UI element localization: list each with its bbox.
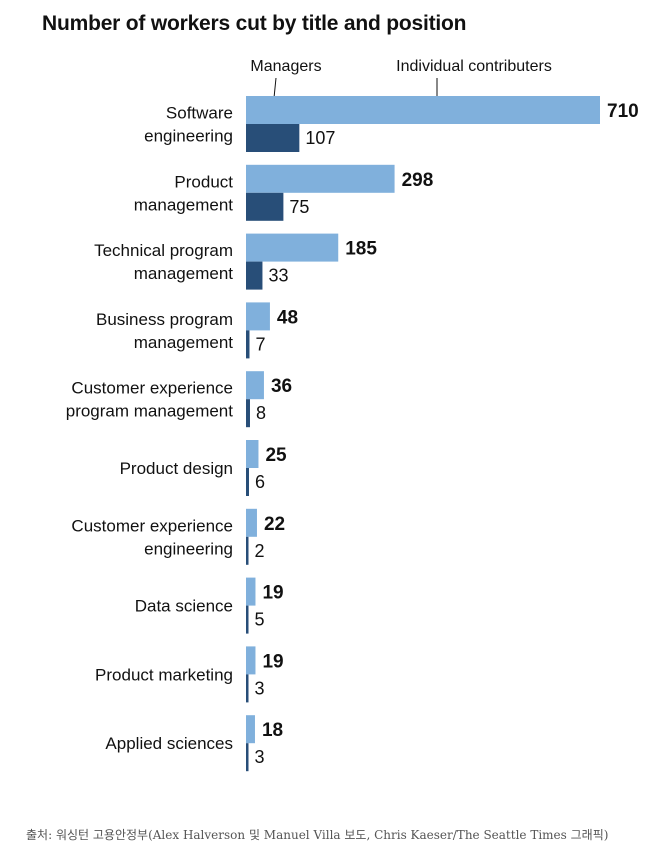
category-label: engineering <box>144 127 233 146</box>
bar-managers <box>246 605 249 634</box>
value-label-managers: 3 <box>255 747 265 767</box>
value-label-managers: 2 <box>255 541 265 561</box>
value-label-managers: 107 <box>305 128 335 148</box>
category-label: Data science <box>135 597 233 616</box>
bar-individual <box>246 715 255 744</box>
bar-individual <box>246 96 600 124</box>
category-label: engineering <box>144 539 233 558</box>
bar-individual <box>246 233 339 262</box>
bar-individual <box>246 302 270 331</box>
value-label-individual: 22 <box>264 514 285 535</box>
bar-individual <box>246 646 256 675</box>
bar-managers <box>246 124 300 152</box>
bar-group: 18 3 Applied sciences <box>105 715 283 772</box>
value-label-managers: 6 <box>255 472 265 492</box>
bar-individual <box>246 577 256 606</box>
bar-group: 19 3 Product marketing <box>95 646 284 703</box>
category-label: management <box>134 195 234 214</box>
category-label: management <box>134 264 234 283</box>
value-label-individual: 19 <box>262 583 283 604</box>
bar-managers <box>246 743 249 772</box>
value-label-individual: 185 <box>345 239 377 260</box>
bar-managers <box>246 330 250 359</box>
bar-group: 298 75 Product management <box>134 164 434 221</box>
bar-group: 185 33 Technical program management <box>94 233 377 290</box>
bar-individual <box>246 440 259 468</box>
category-label: Technical program <box>94 241 233 260</box>
value-label-managers: 33 <box>268 266 288 286</box>
category-label: Software <box>166 104 233 123</box>
value-label-individual: 710 <box>607 101 639 122</box>
value-label-managers: 8 <box>256 403 266 423</box>
category-label: Applied sciences <box>105 734 233 753</box>
source-note: 출처: 워싱턴 고용안정부(Alex Halverson 및 Manuel Vi… <box>26 828 609 842</box>
bar-group: 19 5 Data science <box>135 577 284 634</box>
bar-managers <box>246 399 250 428</box>
bar-individual <box>246 508 257 537</box>
bar-managers <box>246 674 249 703</box>
category-label: Business program <box>96 310 233 329</box>
value-label-managers: 3 <box>255 678 265 698</box>
category-label: Customer experience <box>71 516 233 535</box>
bar-chart: Managers Individual contributers 710 107 S… <box>66 58 639 772</box>
category-label: management <box>134 333 234 352</box>
chart-title: Number of workers cut by title and posit… <box>42 12 467 35</box>
bar-managers <box>246 192 284 221</box>
category-label: Customer experience <box>71 379 233 398</box>
bar-individual <box>246 164 395 193</box>
bar-group: 368 Customer experience program management <box>66 371 292 428</box>
legend: Managers Individual contributers <box>250 58 552 129</box>
bar-group: 48 7 Business program management <box>96 302 298 359</box>
value-label-managers: 5 <box>255 610 265 630</box>
bar-group: 256 Product design <box>120 440 287 496</box>
category-label: program management <box>66 402 234 421</box>
value-label-individual: 18 <box>262 720 283 741</box>
bar-managers <box>246 261 263 290</box>
legend-individual-label: Individual contributers <box>396 58 552 75</box>
legend-managers-label: Managers <box>250 58 321 75</box>
bar-group: 710 107 Software engineering <box>144 96 639 152</box>
category-label: Product design <box>120 459 233 478</box>
bars-group: 710107Softwareengineering29875Productman… <box>66 96 639 772</box>
bar-managers <box>246 536 249 565</box>
value-label-individual: 36 <box>271 376 292 397</box>
value-label-individual: 25 <box>265 445 287 466</box>
category-label: Product <box>174 172 233 191</box>
value-label-managers: 7 <box>255 334 265 354</box>
bar-managers <box>246 468 249 496</box>
category-label: Product marketing <box>95 665 233 684</box>
value-label-managers: 75 <box>289 197 309 217</box>
value-label-individual: 19 <box>262 651 283 672</box>
value-label-individual: 298 <box>402 170 434 191</box>
bar-individual <box>246 371 264 400</box>
value-label-individual: 48 <box>277 307 298 328</box>
